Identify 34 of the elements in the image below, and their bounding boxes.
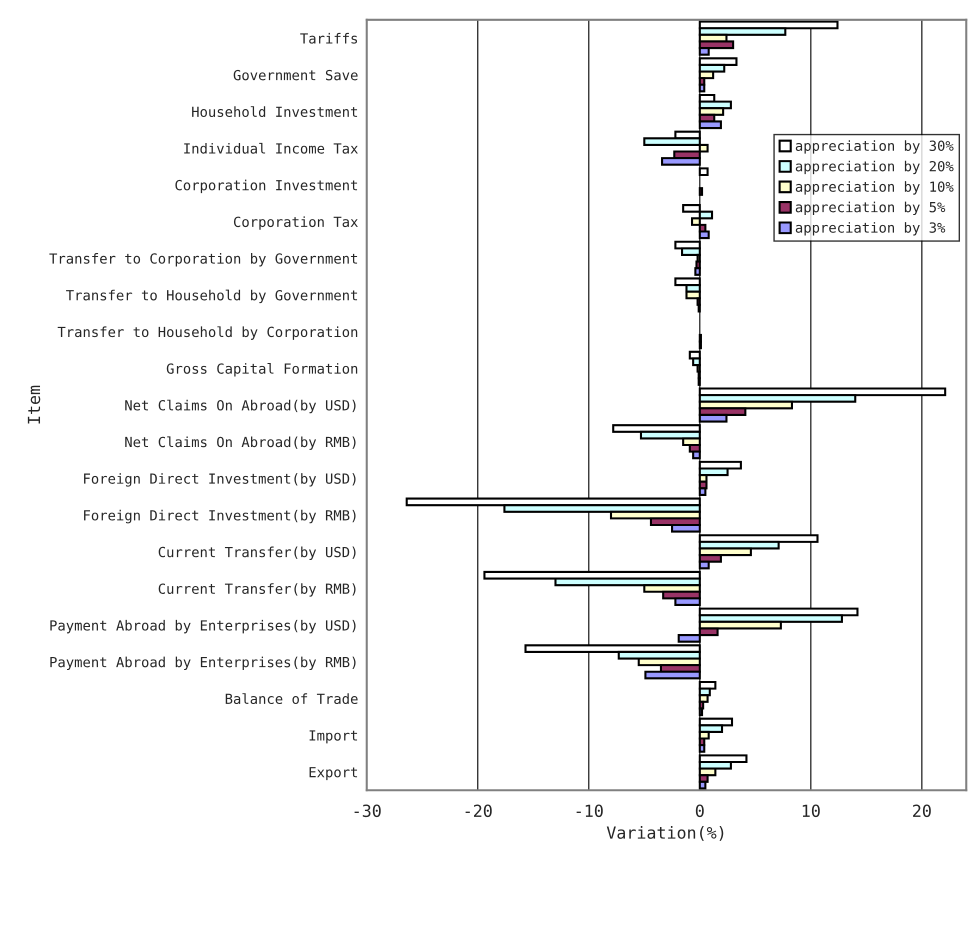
y-tick-label: Foreign Direct Investment(by USD) [84, 473, 356, 487]
legend-label: appreciation by 5% [796, 202, 946, 216]
legend-label: appreciation by 30% [796, 140, 954, 154]
x-tick-label: -30 [354, 804, 381, 818]
y-tick-label: Payment Abroad by Enterprises(by RMB) [50, 656, 356, 670]
x-tick-label: 0 [696, 804, 704, 818]
x-tick-label: 20 [913, 804, 931, 818]
y-tick-label: Individual Income Tax [184, 142, 358, 154]
y-tick-label: Household Investment [192, 106, 358, 118]
y-tick-label: Government Save [234, 70, 358, 80]
y-tick-label: Export [310, 767, 358, 780]
y-tick-label: Import [310, 730, 358, 744]
y-tick-label: Transfer to Household by Government [66, 290, 358, 304]
y-tick-label: Tariffs [300, 32, 358, 44]
x-tick-label: 10 [802, 804, 820, 818]
y-tick-label: Gross Capital Formation [166, 363, 358, 377]
y-tick-label: Net Claims On Abroad(by USD) [125, 400, 356, 414]
legend-label: appreciation by 20% [796, 160, 954, 174]
x-axis-title: Variation(%) [606, 826, 724, 841]
y-tick-label: Corporation Investment [175, 180, 358, 194]
legend-label: appreciation by 10% [796, 181, 954, 195]
y-tick-label: Balance of Trade [226, 693, 358, 704]
y-tick-label: Current Transfer(by USD) [158, 546, 356, 560]
y-axis-title: Item [28, 386, 40, 424]
legend-label: appreciation by 3% [796, 222, 946, 236]
y-tick-label: Corporation Tax [234, 216, 358, 230]
y-tick-label: Transfer to Household by Corporation [58, 326, 358, 340]
x-tick-label: -20 [466, 804, 492, 818]
x-tick-label: -10 [576, 804, 603, 818]
y-tick-label: Foreign Direct Investment(by RMB) [84, 510, 356, 524]
y-tick-label: Net Claims On Abroad(by RMB) [125, 436, 356, 450]
y-tick-label: Transfer to Corporation by Government [49, 253, 358, 266]
y-tick-label: Payment Abroad by Enterprises(by USD) [50, 620, 356, 634]
y-tick-label: Current Transfer(by RMB) [158, 583, 356, 597]
